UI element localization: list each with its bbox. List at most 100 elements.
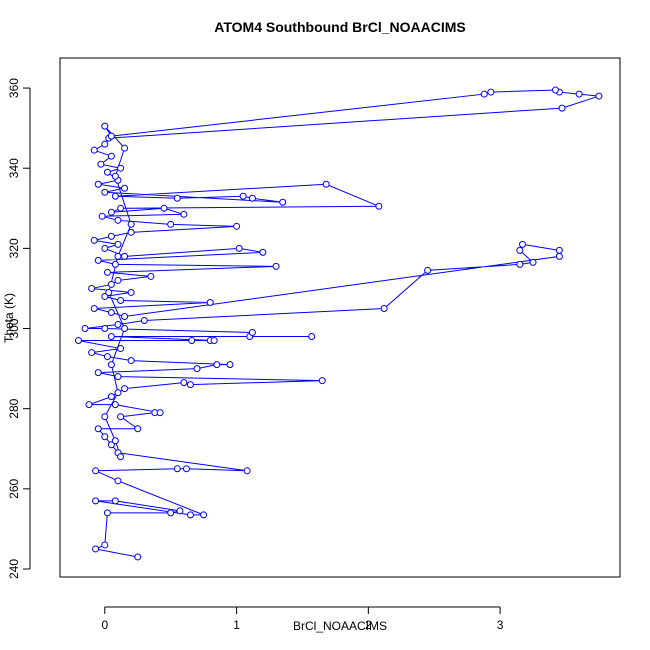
data-point [529, 258, 537, 266]
data-point [114, 252, 122, 260]
data-point [121, 144, 129, 152]
data-point [180, 379, 188, 387]
data-point [226, 361, 234, 369]
data-point [117, 204, 125, 212]
y-tick-label: 240 [7, 559, 21, 579]
plot-frame [59, 57, 621, 578]
data-point [127, 228, 135, 236]
chart-title: ATOM4 Southbound BrCl_NOAACIMS [214, 19, 465, 35]
data-point [101, 325, 109, 333]
data-point [127, 357, 135, 365]
data-point [188, 337, 196, 345]
data-point [94, 425, 102, 433]
data-point [117, 296, 125, 304]
data-point [424, 266, 432, 274]
data-point [167, 220, 175, 228]
data-point [239, 192, 247, 200]
data-point [111, 260, 119, 268]
y-axis-label: Theta (K) [2, 293, 16, 343]
x-tick-label: 1 [233, 618, 240, 632]
data-point [210, 337, 218, 345]
data-point [101, 188, 109, 196]
data-point [92, 497, 100, 505]
data-point [121, 252, 129, 260]
data-point [206, 298, 214, 306]
data-point [551, 86, 559, 94]
data-point [516, 246, 524, 254]
data-point [121, 385, 129, 393]
data-point [322, 180, 330, 188]
data-point [74, 337, 82, 345]
data-point [88, 349, 96, 357]
data-point [114, 321, 122, 329]
data-point [90, 304, 98, 312]
data-point [107, 232, 115, 240]
data-point [121, 184, 129, 192]
data-point [107, 393, 115, 401]
data-point [94, 369, 102, 377]
y-tick-label: 300 [7, 318, 21, 338]
data-point [114, 276, 122, 284]
data-point [117, 164, 125, 172]
data-point [107, 361, 115, 369]
data-point [555, 252, 563, 260]
data-point [114, 477, 122, 485]
y-tick-label: 280 [7, 398, 21, 418]
data-point [94, 256, 102, 264]
data-point [380, 304, 388, 312]
data-point [114, 373, 122, 381]
data-point [117, 413, 125, 421]
data-point [105, 288, 113, 296]
data-point [213, 361, 221, 369]
data-point [176, 507, 184, 515]
data-point [308, 333, 316, 341]
data-point [121, 312, 129, 320]
data-point [92, 467, 100, 475]
x-tick-label: 3 [497, 618, 504, 632]
data-point [114, 389, 122, 397]
data-point [160, 204, 168, 212]
data-point [156, 409, 164, 417]
data-point [235, 244, 243, 252]
data-point [94, 180, 102, 188]
y-tick-label: 260 [7, 478, 21, 498]
data-point [272, 262, 280, 270]
data-point [147, 272, 155, 280]
data-point [107, 152, 115, 160]
data-point [111, 172, 119, 180]
data-point [518, 240, 526, 248]
data-point [107, 441, 115, 449]
data-point [248, 329, 256, 337]
data-point [186, 381, 194, 389]
data-point [200, 511, 208, 519]
data-point [103, 268, 111, 276]
data-line [78, 89, 600, 558]
data-point [85, 401, 93, 409]
x-tick-label: 2 [365, 618, 372, 632]
data-point [101, 122, 109, 130]
data-point [114, 216, 122, 224]
y-tick-label: 360 [7, 78, 21, 98]
data-point [167, 509, 175, 517]
data-point [103, 353, 111, 361]
data-point [121, 325, 129, 333]
data-point [90, 236, 98, 244]
data-point [101, 244, 109, 252]
data-point [117, 345, 125, 353]
data-point [92, 545, 100, 553]
data-point [107, 132, 115, 140]
data-point [107, 280, 115, 288]
y-tick-label: 340 [7, 158, 21, 178]
data-point [173, 194, 181, 202]
data-point [103, 509, 111, 517]
data-point [318, 377, 326, 385]
data-point [107, 208, 115, 216]
data-point [101, 541, 109, 549]
data-point [134, 425, 142, 433]
data-point [595, 92, 603, 100]
data-point [107, 308, 115, 316]
data-point [140, 317, 148, 325]
data-point [101, 292, 109, 300]
data-point [127, 288, 135, 296]
